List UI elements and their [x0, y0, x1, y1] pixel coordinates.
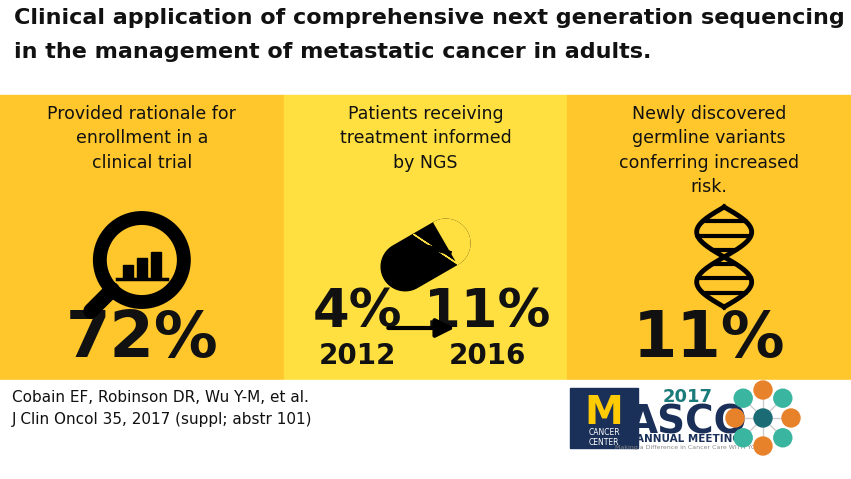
Text: Making a Difference in Cancer Care WITH YOU: Making a Difference in Cancer Care WITH … [615, 445, 761, 450]
Bar [568, 95, 851, 380]
Text: Provided rationale for
enrollment in a
clinical trial: Provided rationale for enrollment in a c… [48, 105, 237, 171]
Text: ANNUAL MEETING: ANNUAL MEETING [636, 434, 740, 444]
Text: Patients receiving
treatment informed
by NGS: Patients receiving treatment informed by… [340, 105, 511, 171]
Text: ASCO: ASCO [628, 404, 748, 442]
Bar [0, 95, 283, 380]
Text: 72%: 72% [66, 308, 218, 370]
Text: CANCER
CENTER: CANCER CENTER [588, 428, 620, 447]
Circle shape [726, 409, 744, 427]
Bar [0, 380, 851, 479]
Text: 2017: 2017 [663, 388, 713, 406]
Text: J Clin Oncol 35, 2017 (suppl; abstr 101): J Clin Oncol 35, 2017 (suppl; abstr 101) [12, 412, 312, 427]
Bar [570, 388, 638, 448]
Text: 2016: 2016 [448, 342, 526, 370]
Circle shape [754, 409, 772, 427]
Text: M: M [585, 394, 624, 432]
Text: 11%: 11% [425, 286, 551, 338]
Text: Cobain EF, Robinson DR, Wu Y-M, et al.: Cobain EF, Robinson DR, Wu Y-M, et al. [12, 390, 309, 405]
Text: 11%: 11% [633, 308, 785, 370]
Circle shape [754, 437, 772, 455]
Circle shape [734, 389, 752, 407]
Text: in the management of metastatic cancer in adults.: in the management of metastatic cancer i… [14, 42, 651, 62]
Polygon shape [381, 219, 470, 291]
Circle shape [774, 389, 791, 407]
Polygon shape [697, 264, 751, 278]
Text: 2012: 2012 [319, 342, 397, 370]
Polygon shape [703, 207, 745, 221]
Polygon shape [697, 236, 751, 250]
Circle shape [782, 409, 800, 427]
Polygon shape [703, 293, 745, 307]
Bar [123, 265, 133, 279]
Text: Newly discovered
germline variants
conferring increased
risk.: Newly discovered germline variants confe… [620, 105, 799, 196]
Circle shape [754, 381, 772, 399]
Circle shape [734, 429, 752, 447]
Polygon shape [414, 219, 470, 264]
Text: Clinical application of comprehensive next generation sequencing: Clinical application of comprehensive ne… [14, 8, 845, 28]
Bar [151, 252, 161, 279]
Bar [283, 95, 568, 380]
Text: 4%: 4% [313, 286, 403, 338]
Circle shape [774, 429, 791, 447]
Bar [137, 259, 147, 279]
